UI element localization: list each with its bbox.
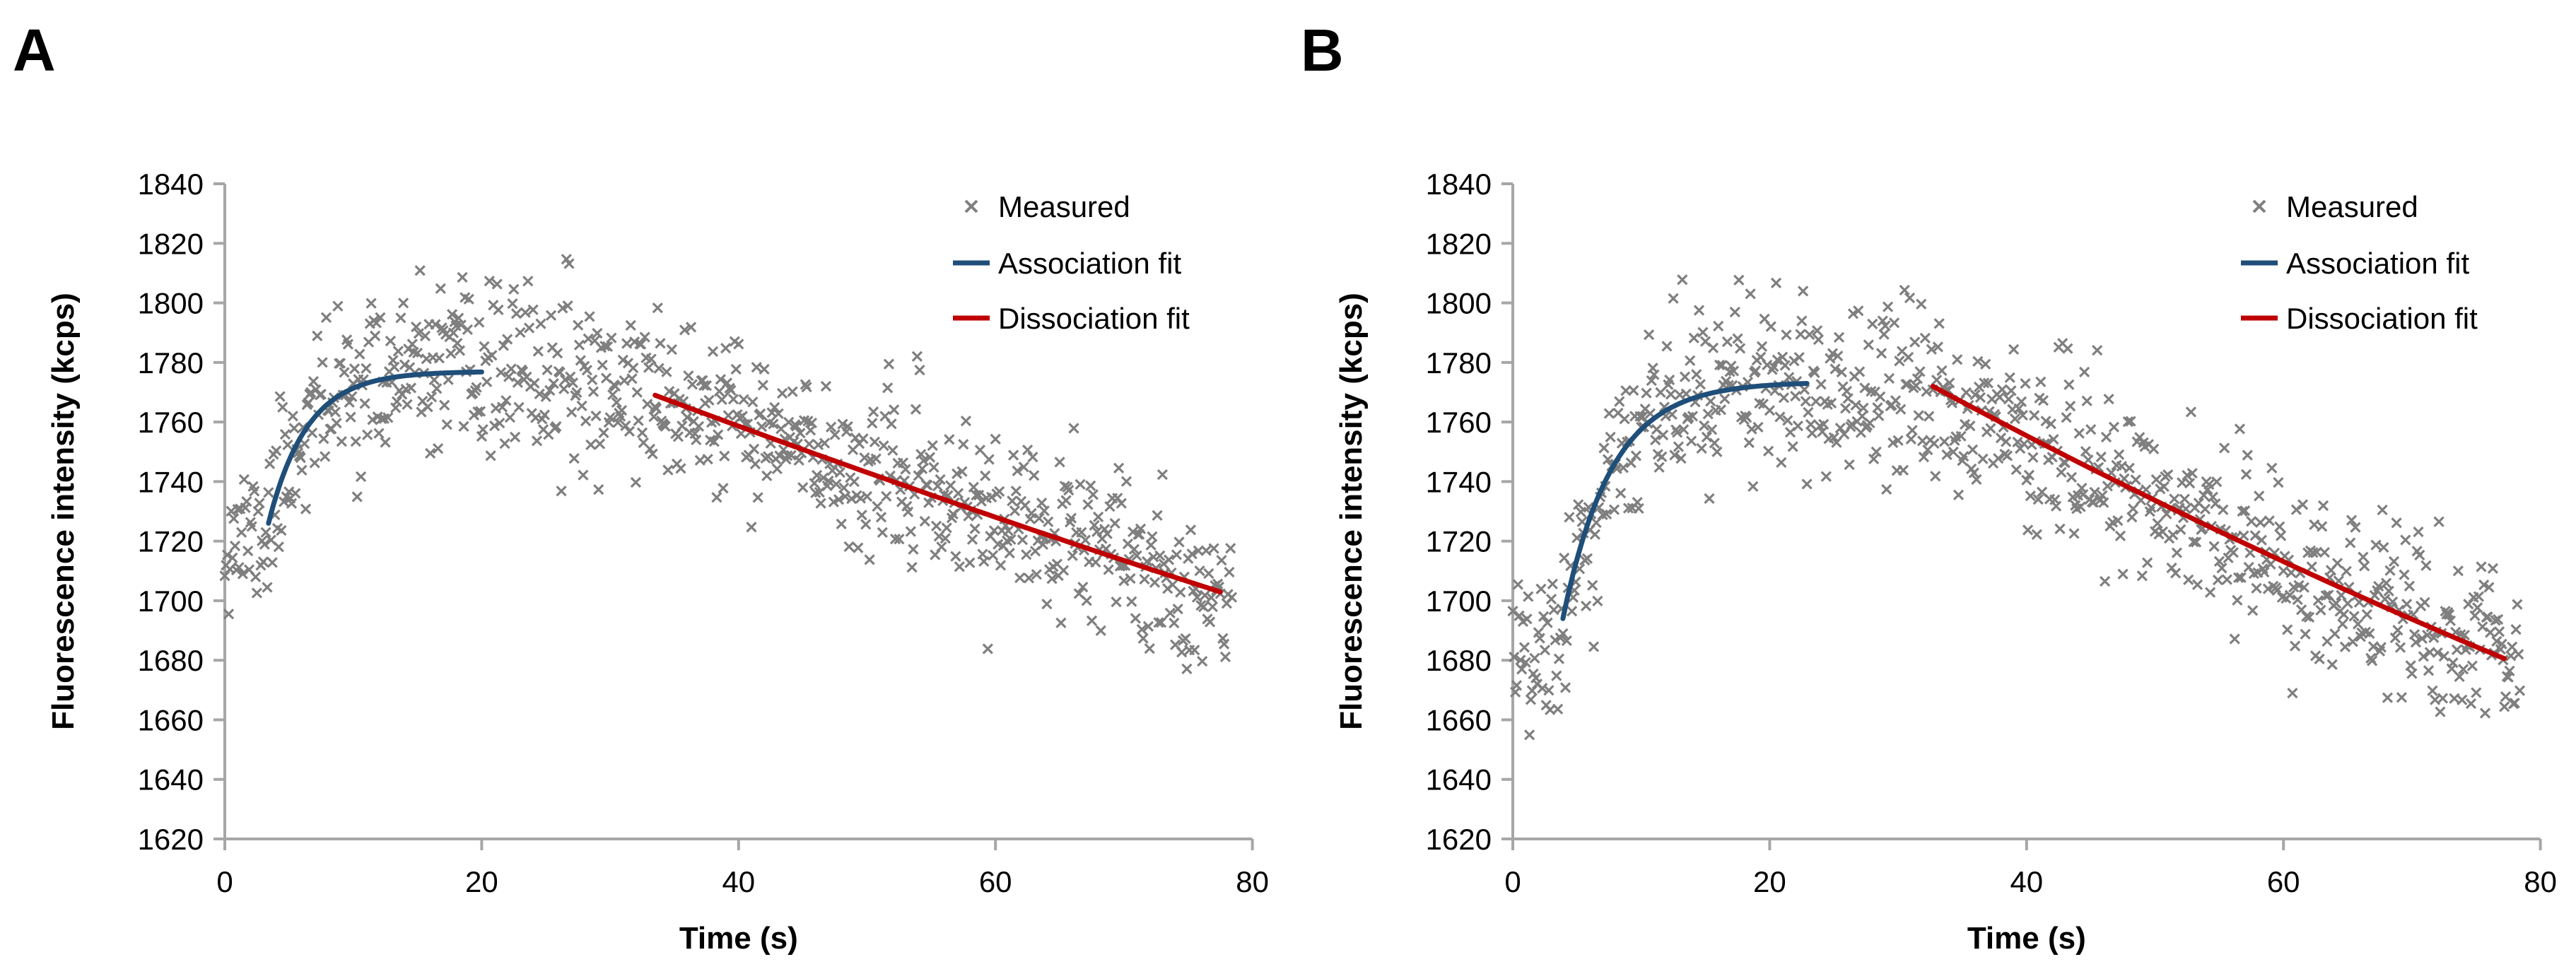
y-tick-group: 1620 1640 1660 1680 1700 1720 1740 1760 1780 1800… (138, 168, 225, 856)
y-tick-label: 1760 (138, 406, 204, 439)
y-tick-group: 1620 1640 1660 1680 1700 1720 1740 1760 1780 1800… (1426, 168, 1513, 856)
association-fit-line (1560, 381, 1810, 621)
y-tick-label: 1700 (1426, 585, 1492, 618)
x-tick-label: 60 (2267, 865, 2300, 898)
y-tick-label: 1780 (138, 346, 204, 380)
x-tick-label: 40 (722, 865, 755, 898)
y-tick-label: 1620 (138, 823, 204, 856)
y-tick-label: 1720 (138, 525, 204, 558)
y-tick-label: 1660 (138, 703, 204, 736)
x-tick-label: 80 (1236, 865, 1269, 898)
axes (1511, 184, 2541, 840)
y-tick-label: 1680 (138, 644, 204, 677)
legend-label: Measured (2286, 190, 2418, 223)
y-tick-label: 1840 (138, 168, 204, 201)
legend-label: Association fit (998, 247, 1181, 280)
x-axis-title: Time (s) (1967, 921, 2086, 956)
x-tick-label: 80 (2524, 865, 2557, 898)
y-tick-label: 1680 (1426, 644, 1492, 677)
panel-letter: A (13, 17, 56, 83)
legend-label: Dissociation fit (2286, 302, 2478, 335)
legend: Measured Association fit Dissociation fit (2241, 190, 2478, 335)
legend-measured-marker-icon (2252, 199, 2266, 213)
y-tick-label: 1840 (1426, 168, 1492, 201)
x-tick-label: 0 (216, 865, 233, 898)
y-tick-label: 1820 (138, 227, 204, 260)
legend-label: Dissociation fit (998, 302, 1190, 335)
measured-scatter-series (219, 254, 1238, 675)
y-tick-label: 1800 (1426, 287, 1492, 320)
association-fit-line (266, 369, 484, 526)
y-tick-label: 1700 (138, 585, 204, 618)
panel-letter: B (1301, 17, 1344, 83)
panel-b-chart: B 1620 1640 1660 1680 1700 1720 1740 1760 1780 180… (1301, 17, 2557, 956)
y-tick-label: 1660 (1426, 703, 1492, 736)
y-axis-title: Fluorescence intensity (kcps) (1334, 293, 1369, 730)
x-tick-label: 0 (1504, 865, 1521, 898)
x-tick-label: 60 (979, 865, 1012, 898)
x-tick-group: 0 20 40 60 80 (1504, 839, 2557, 898)
dissociation-fit-line (1930, 384, 2507, 662)
legend-measured-marker-icon (964, 199, 978, 213)
y-tick-label: 1820 (1426, 227, 1492, 260)
y-tick-label: 1780 (1426, 346, 1492, 380)
y-tick-label: 1620 (1426, 823, 1492, 856)
axes (223, 184, 1253, 840)
y-tick-label: 1800 (138, 287, 204, 320)
y-tick-label: 1740 (1426, 465, 1492, 498)
y-axis-title: Fluorescence intensity (kcps) (46, 293, 81, 730)
measured-scatter-series (1507, 274, 2526, 741)
x-tick-label: 20 (465, 865, 498, 898)
panel-a-chart: A 1620 1640 1660 1680 1700 1720 1740 1760 1780 180… (13, 17, 1269, 956)
x-axis-title: Time (s) (679, 921, 798, 956)
x-tick-group: 0 20 40 60 80 (216, 839, 1269, 898)
legend-label: Association fit (2286, 247, 2469, 280)
legend-label: Measured (998, 190, 1130, 223)
y-tick-label: 1740 (138, 465, 204, 498)
x-tick-label: 40 (2010, 865, 2043, 898)
legend: Measured Association fit Dissociation fit (953, 190, 1190, 335)
y-tick-label: 1640 (1426, 763, 1492, 797)
y-tick-label: 1640 (138, 763, 204, 797)
y-tick-label: 1720 (1426, 525, 1492, 558)
dissociation-fit-line (652, 392, 1223, 594)
y-tick-label: 1760 (1426, 406, 1492, 439)
x-tick-label: 20 (1753, 865, 1786, 898)
